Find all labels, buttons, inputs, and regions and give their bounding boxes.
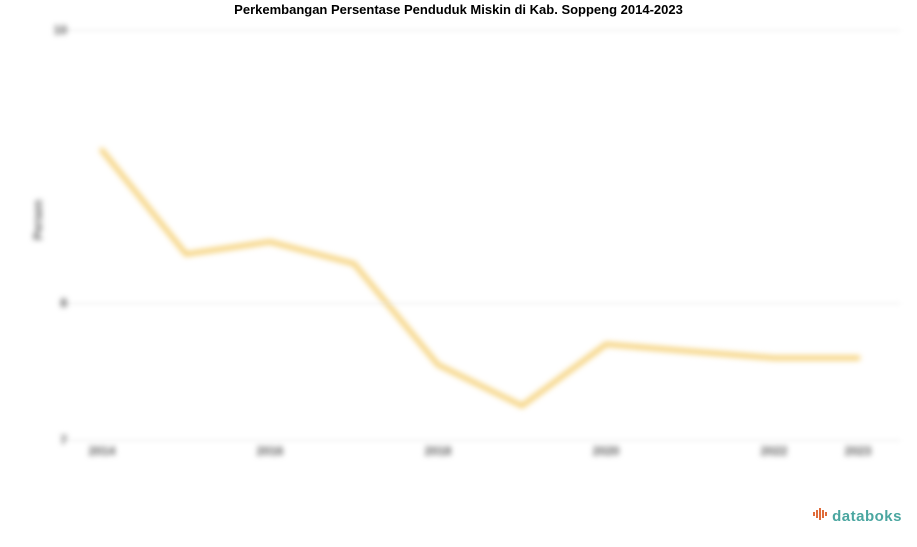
chart-container: Perkembangan Persentase Penduduk Miskin …	[0, 0, 917, 547]
logo-bars	[813, 508, 827, 520]
gridline	[60, 440, 900, 441]
line-chart-svg	[60, 30, 900, 440]
x-tick-label: 2023	[845, 444, 872, 458]
gridline	[60, 30, 900, 31]
logo-mark-icon	[812, 506, 828, 527]
plot-area	[60, 30, 900, 440]
gridline	[60, 303, 900, 304]
y-tick-label: 7	[60, 433, 67, 447]
x-tick-label: 2016	[257, 444, 284, 458]
databoks-logo: databoks	[812, 506, 902, 527]
x-tick-label: 2018	[425, 444, 452, 458]
logo-text: databoks	[832, 508, 902, 525]
chart-title: Perkembangan Persentase Penduduk Miskin …	[0, 2, 917, 17]
x-tick-label: 2020	[593, 444, 620, 458]
y-axis-label: Persen	[31, 200, 45, 240]
y-tick-label: 8	[60, 296, 67, 310]
x-tick-label: 2014	[89, 444, 116, 458]
y-tick-label: 10	[54, 23, 67, 37]
x-tick-label: 2022	[761, 444, 788, 458]
data-line	[102, 150, 858, 405]
